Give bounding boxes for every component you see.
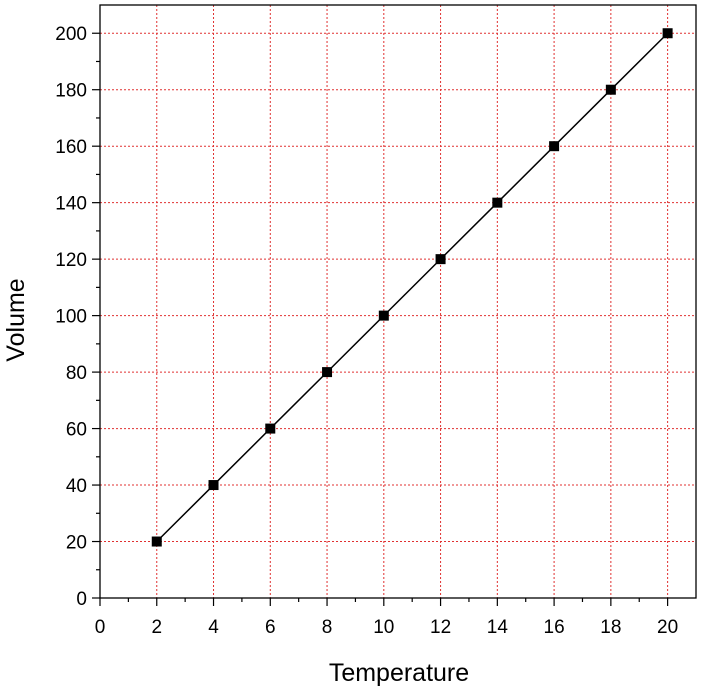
x-tick-label: 18 (600, 617, 621, 638)
x-tick-label: 8 (322, 617, 333, 638)
minor-ticks (96, 60, 640, 602)
y-tick-label: 100 (55, 307, 87, 328)
y-tick-label: 40 (66, 476, 87, 497)
y-tick-label: 120 (55, 250, 87, 271)
x-tick-label: 0 (95, 617, 106, 638)
data-point-marker (435, 254, 446, 265)
x-tick-label: 6 (265, 617, 276, 638)
series-line (156, 32, 669, 543)
y-tick-label: 60 (66, 420, 87, 441)
y-tick-label: 160 (55, 137, 87, 158)
x-axis-title: Temperature (329, 659, 469, 687)
y-tick-label: 200 (55, 24, 87, 45)
y-tick-labels: 0 20 40 60 80 100 120 140 160 180 200 (55, 24, 87, 610)
data-point-marker (208, 480, 219, 491)
data-point-marker (378, 310, 389, 321)
y-tick-label: 0 (76, 589, 87, 610)
grid (100, 5, 696, 598)
data-point-marker (322, 367, 333, 378)
data-point-marker (605, 84, 616, 95)
x-tick-label: 14 (487, 617, 509, 638)
x-tick-label: 10 (373, 617, 394, 638)
plot-frame (99, 4, 697, 599)
x-tick-label: 16 (544, 617, 565, 638)
data-point-marker (265, 423, 276, 434)
data-point-marker (662, 28, 673, 39)
data-point-marker (492, 197, 503, 208)
y-tick-label: 140 (55, 194, 87, 215)
x-tick-label: 20 (657, 617, 678, 638)
x-tick-label: 4 (208, 617, 219, 638)
y-axis-title: Volume (2, 278, 30, 361)
y-tick-label: 80 (66, 363, 87, 384)
data-point-marker (151, 536, 162, 547)
major-ticks (92, 32, 669, 606)
x-tick-label: 12 (430, 617, 451, 638)
y-tick-label: 180 (55, 81, 87, 102)
series (151, 28, 673, 547)
x-tick-label: 2 (151, 617, 162, 638)
x-tick-labels: 0 2 4 6 8 10 12 14 16 18 20 (95, 617, 678, 638)
data-point-marker (549, 141, 560, 152)
y-tick-label: 20 (66, 533, 87, 554)
